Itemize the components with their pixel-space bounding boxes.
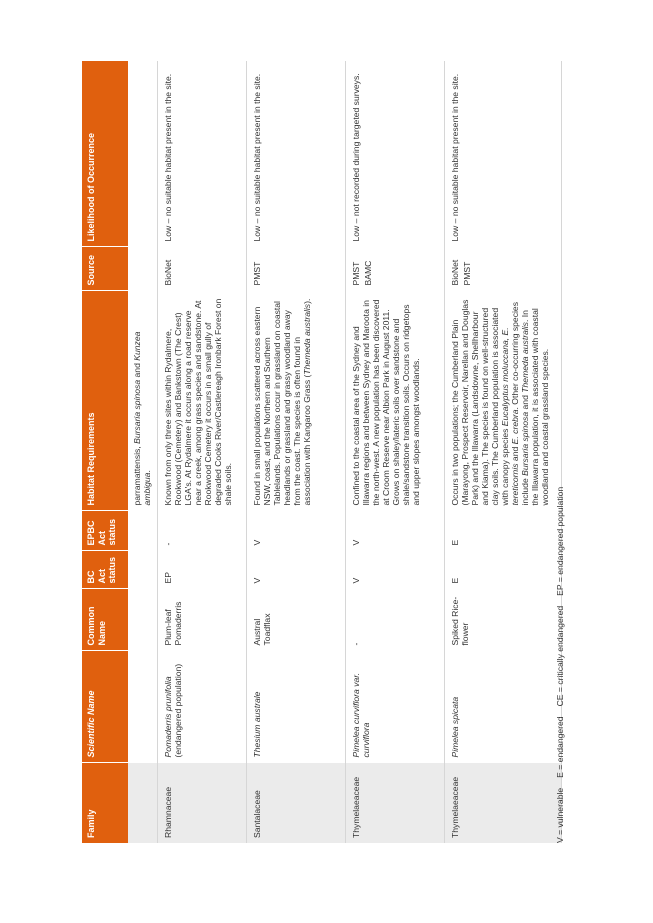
legend-critically-endangered: CE = critically endangered — [555, 605, 565, 707]
bc-status-cell: V — [246, 551, 346, 589]
common-name-cell: Spiked Rice-flower — [444, 589, 562, 651]
bc-status-cell: E — [444, 551, 562, 589]
species-table: Family Scientific Name Common Name BC Ac… — [82, 61, 562, 843]
scientific-name-cell: Thesium australe — [246, 651, 346, 763]
table-header-row: Family Scientific Name Common Name BC Ac… — [82, 61, 128, 843]
epbc-status-cell: V — [345, 511, 445, 551]
status-legend: V = vulnerable E = endangered CE = critica… — [555, 477, 565, 843]
header-bc-act: BC Act status — [82, 551, 128, 589]
habitat-cell: Occurs in two populations; the Cumberlan… — [444, 291, 562, 511]
legend-endangered: E = endangered — [555, 716, 565, 778]
legend-endangered-population: EP = endangered population — [555, 486, 565, 596]
legend-vulnerable: V = vulnerable — [555, 787, 565, 843]
header-scientific-name: Scientific Name — [82, 651, 128, 763]
source-cell: BioNet PMST — [444, 247, 562, 291]
epbc-status-cell: V — [246, 511, 346, 551]
likelihood-cell: Low – not recorded during targeted surve… — [345, 61, 445, 247]
likelihood-cell: Low – no suitable habitat present in the… — [246, 61, 346, 247]
header-common-name: Common Name — [82, 589, 128, 651]
common-name-cell: Austral Toadflax — [246, 589, 346, 651]
scientific-name-cell: Pimelea spicata — [444, 651, 562, 763]
scientific-name-cell: Pimelea curviflora var. curviflora — [345, 651, 445, 763]
habitat-continuation: parramattensis, Bursaria spinosa and Kun… — [128, 291, 158, 511]
habitat-cell: Confined to the coastal area of the Sydn… — [345, 291, 445, 511]
table-row: parramattensis, Bursaria spinosa and Kun… — [128, 61, 158, 843]
table-row: Thymelaeaceae Pimelea spicata Spiked Ric… — [444, 61, 562, 843]
common-name-cell: - — [345, 589, 445, 651]
scientific-name-cell: Pomaderris prunifolia (endangered popula… — [157, 651, 247, 763]
epbc-status-cell: E — [444, 511, 562, 551]
epbc-status-cell: - — [157, 511, 247, 551]
header-likelihood: Likelihood of Occurrence — [82, 61, 128, 247]
likelihood-cell: Low – no suitable habitat present in the… — [444, 61, 562, 247]
family-cell: Santalaceae — [246, 763, 346, 843]
header-habitat: Habitat Requirements — [82, 291, 128, 511]
family-cell: Thymelaeaceae — [345, 763, 445, 843]
header-source: Source — [82, 247, 128, 291]
habitat-cell: Found in small populations scattered acr… — [246, 291, 346, 511]
table-row: Rhamnaceae Pomaderris prunifolia (endang… — [157, 61, 247, 843]
source-cell: BioNet — [157, 247, 247, 291]
bc-status-cell: V — [345, 551, 445, 589]
source-cell: PMST — [246, 247, 346, 291]
source-cell: PMST BAMC — [345, 247, 445, 291]
header-family: Family — [82, 763, 128, 843]
family-cell: Rhamnaceae — [157, 763, 247, 843]
family-cell: Thymelaeaceae — [444, 763, 562, 843]
table-row: Santalaceae Thesium australe Austral Toa… — [246, 61, 346, 843]
table-row: Thymelaeaceae Pimelea curviflora var. cu… — [345, 61, 445, 843]
likelihood-cell: Low – no suitable habitat present in the… — [157, 61, 247, 247]
common-name-cell: Plum-leaf Pomaderris — [157, 589, 247, 651]
bc-status-cell: EP — [157, 551, 247, 589]
habitat-cell: Known from only three sites within Rydal… — [157, 291, 247, 511]
header-epbc-act: EPBC Act status — [82, 511, 128, 551]
